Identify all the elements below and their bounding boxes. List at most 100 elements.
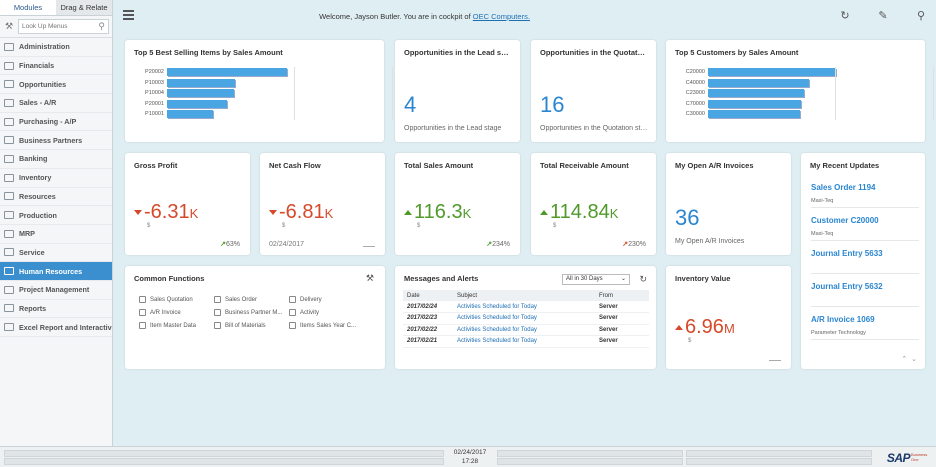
bar[interactable]	[708, 68, 836, 76]
currency-symbol: $	[553, 223, 557, 229]
search-icon[interactable]: ⚲	[98, 21, 105, 31]
recent-update-item[interactable]: Journal Entry 5632	[811, 282, 919, 307]
tab-drag-relate[interactable]: Drag & Relate	[56, 0, 112, 15]
sidebar-item[interactable]: MRP	[0, 225, 112, 244]
top5-customers-card[interactable]: Top 5 Customers by Sales Amount C20000 C4…	[666, 40, 935, 142]
column-header-subject[interactable]: Subject	[453, 290, 595, 301]
sidebar-item[interactable]: Inventory	[0, 169, 112, 188]
total-receivable-card[interactable]: Total Receivable Amount 114.84K $ ↗230%	[531, 153, 656, 255]
common-function-link[interactable]: Delivery	[289, 296, 369, 303]
inventory-value-card[interactable]: Inventory Value 6.96M $	[666, 266, 791, 369]
total-sales-card[interactable]: Total Sales Amount 116.3K $ ↗234%	[395, 153, 520, 255]
bar[interactable]	[708, 110, 801, 118]
bar[interactable]	[167, 99, 227, 108]
wrench-icon[interactable]: ⚒	[4, 21, 14, 31]
sidebar-item[interactable]: Production	[0, 206, 112, 225]
sidebar-item-label: Banking	[19, 154, 48, 164]
message-subject[interactable]: Activities Scheduled for Today	[453, 301, 595, 313]
company-link[interactable]: OEC Computers.	[472, 12, 530, 21]
bar[interactable]	[167, 110, 213, 118]
sidebar-item[interactable]: Service	[0, 244, 112, 263]
sidebar-item[interactable]: Excel Report and Interactive Analysis	[0, 318, 112, 337]
net-cash-flow-card[interactable]: Net Cash Flow -6.81K $ 02/24/2017	[260, 153, 385, 255]
bar-category-label: P10004	[145, 90, 164, 96]
bar[interactable]	[708, 78, 810, 87]
messages-filter-select[interactable]: All in 30 Days ⌄	[562, 274, 630, 285]
recent-update-title[interactable]: A/R Invoice 1069	[811, 315, 875, 324]
gross-profit-card[interactable]: Gross Profit -6.31K $ ↗63%	[125, 153, 250, 255]
message-subject[interactable]: Activities Scheduled for Today	[453, 324, 595, 336]
common-function-link[interactable]: Business Partner M...	[214, 309, 289, 316]
sidebar-item[interactable]: Sales - A/R	[0, 94, 112, 113]
message-row[interactable]: 2017/02/23 Activities Scheduled for Today…	[403, 312, 649, 325]
menu-search-input[interactable]	[22, 23, 99, 30]
refresh-icon[interactable]: ↻	[840, 10, 850, 22]
message-subject[interactable]: Activities Scheduled for Today	[453, 335, 595, 348]
common-function-link[interactable]: Item Master Data	[139, 322, 214, 329]
recent-update-title[interactable]: Journal Entry 5633	[811, 249, 883, 258]
sidebar-item[interactable]: Reports	[0, 300, 112, 319]
form-icon	[139, 296, 146, 303]
card-title: Inventory Value	[675, 274, 731, 283]
message-row[interactable]: 2017/02/21 Activities Scheduled for Today…	[403, 335, 649, 348]
bar[interactable]	[167, 89, 235, 97]
common-function-link[interactable]: Items Sales Year C...	[289, 322, 369, 329]
tab-modules[interactable]: Modules	[0, 0, 56, 15]
recent-update-title[interactable]: Customer C20000	[811, 216, 879, 225]
recent-update-title[interactable]: Journal Entry 5632	[811, 282, 883, 291]
common-function-link[interactable]: Sales Quotation	[139, 296, 214, 303]
hamburger-menu-icon[interactable]	[123, 10, 134, 22]
column-header-from[interactable]: From	[595, 290, 649, 301]
recent-update-item[interactable]: Journal Entry 5633	[811, 249, 919, 274]
message-subject[interactable]: Activities Scheduled for Today	[453, 312, 595, 325]
opp-quote-card[interactable]: Opportunities in the Quotation stage 16 …	[531, 40, 656, 142]
net-cash-flow-value: -6.81K	[269, 201, 333, 224]
search-icon[interactable]: ⚲	[916, 10, 926, 22]
refresh-icon[interactable]: ↻	[639, 274, 647, 284]
common-function-label: Delivery	[300, 296, 322, 303]
opp-lead-count: 4	[404, 92, 417, 117]
bar-row: P10003	[139, 78, 369, 88]
recent-update-item[interactable]: Sales Order 1194 Maxi-Teq	[811, 183, 919, 208]
sidebar-item[interactable]: Financials	[0, 57, 112, 76]
recent-update-item[interactable]: A/R Invoice 1069 Parameter Technology	[811, 315, 919, 340]
form-icon	[139, 322, 146, 329]
message-row[interactable]: 2017/02/22 Activities Scheduled for Today…	[403, 324, 649, 336]
sidebar-item[interactable]: Banking	[0, 150, 112, 169]
open-ar-card[interactable]: My Open A/R Invoices 36 My Open A/R Invo…	[666, 153, 791, 255]
card-title: Opportunities in the Quotation stage	[540, 48, 647, 57]
wrench-icon[interactable]: ⚒	[365, 273, 374, 283]
bar[interactable]	[708, 89, 804, 97]
bar[interactable]	[167, 78, 236, 87]
card-title: Total Receivable Amount	[540, 161, 629, 170]
recent-update-item[interactable]: Customer C20000 Maxi-Teq	[811, 216, 919, 241]
opp-lead-card[interactable]: Opportunities in the Lead stage 4 Opport…	[395, 40, 520, 142]
sidebar-item[interactable]: Opportunities	[0, 75, 112, 95]
sidebar-item[interactable]: Business Partners	[0, 131, 112, 151]
sidebar-item[interactable]: Administration	[0, 38, 112, 57]
top5-items-card[interactable]: Top 5 Best Selling Items by Sales Amount…	[125, 40, 394, 142]
pencil-icon[interactable]: ✎	[878, 10, 888, 22]
sidebar-item[interactable]: Human Resources	[0, 262, 112, 281]
common-function-link[interactable]: Activity	[289, 309, 369, 316]
sidebar-item[interactable]: Purchasing - A/P	[0, 113, 112, 132]
message-from: Server	[595, 324, 649, 336]
bar-row: P20001	[139, 99, 369, 109]
common-function-link[interactable]: A/R Invoice	[139, 309, 214, 316]
common-function-link[interactable]: Sales Order	[214, 296, 289, 303]
recent-update-title[interactable]: Sales Order 1194	[811, 183, 876, 192]
chevron-up-icon[interactable]: ⌃	[901, 356, 908, 363]
status-segment	[497, 458, 683, 465]
sidebar-item[interactable]: Resources	[0, 188, 112, 207]
form-icon	[214, 309, 221, 316]
bar-category-label: C30000	[685, 111, 705, 117]
common-function-link[interactable]: Bill of Materials	[214, 322, 289, 329]
column-header-date[interactable]: Date	[403, 290, 453, 301]
sidebar-item[interactable]: Project Management	[0, 281, 112, 300]
bar[interactable]	[167, 68, 287, 76]
recent-updates-card[interactable]: My Recent Updates Sales Order 1194 Maxi-T…	[801, 153, 925, 369]
trend-percent: 63%	[225, 241, 240, 248]
chevron-down-icon[interactable]: ⌄	[911, 356, 917, 363]
message-row[interactable]: 2017/02/24 Activities Scheduled for Today…	[403, 301, 649, 313]
bar[interactable]	[708, 99, 802, 108]
